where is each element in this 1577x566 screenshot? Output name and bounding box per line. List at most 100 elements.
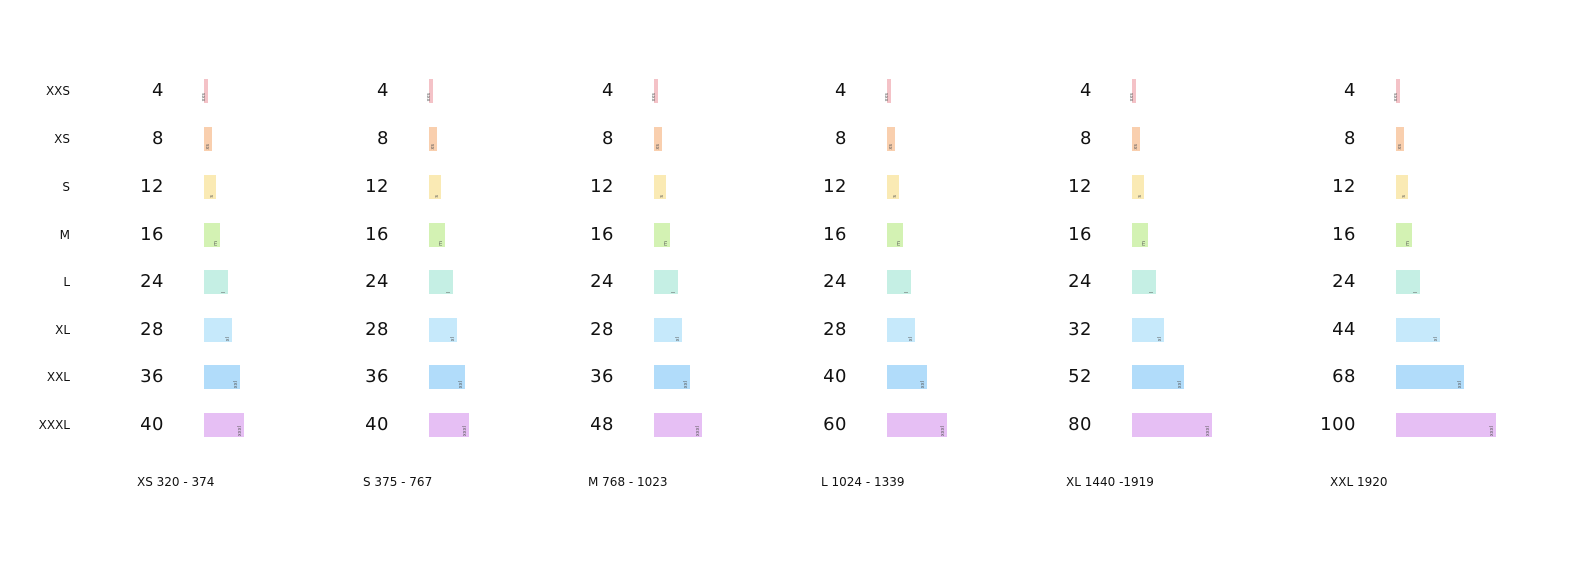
value-label: 8 — [602, 128, 614, 149]
value-label: 68 — [1332, 366, 1356, 387]
bar-s: s — [1396, 175, 1408, 199]
panel-caption: XXL 1920 — [1330, 475, 1388, 489]
value-label: 24 — [823, 271, 847, 292]
value-label: 32 — [1068, 319, 1092, 340]
bar-l: l — [1396, 270, 1420, 294]
value-label: 4 — [152, 80, 164, 101]
value-label: 16 — [1332, 224, 1356, 245]
panel-2: 4 xxs 8 xs 12 s 16 m 24 l 28 xl 36 xxl 40 xxxl S 375 - 7… — [305, 0, 545, 566]
value-label: 36 — [140, 366, 164, 387]
bar-xs: xs — [1396, 127, 1404, 151]
bar-tag: m — [213, 241, 219, 246]
bar-xl: xl — [429, 318, 457, 342]
bar-tag: xxs — [1393, 93, 1399, 102]
bar-l: l — [204, 270, 228, 294]
bar-tag: xxl — [1177, 380, 1183, 388]
bar-tag: xs — [430, 144, 436, 150]
bar-tag: xs — [888, 144, 894, 150]
value-label: 8 — [835, 128, 847, 149]
bar-tag: xl — [1433, 336, 1439, 341]
value-label: 8 — [1344, 128, 1356, 149]
panel-caption: XL 1440 -1919 — [1066, 475, 1154, 489]
value-label: 4 — [1344, 80, 1356, 101]
value-label: 4 — [377, 80, 389, 101]
panel-5: 4 xxs 8 xs 12 s 16 m 24 l 32 xl 52 xxl 80 xxxl XL 1440 -… — [1008, 0, 1248, 566]
bar-m: m — [429, 223, 445, 247]
bar-tag: m — [1405, 241, 1411, 246]
bar-s: s — [1132, 175, 1144, 199]
value-label: 16 — [823, 224, 847, 245]
bar-tag: l — [671, 291, 677, 293]
panel-3: 4 xxs 8 xs 12 s 16 m 24 l 28 xl 36 xxl 48 xxxl M 768 - 1… — [530, 0, 770, 566]
bar-tag: xl — [1157, 336, 1163, 341]
value-label: 12 — [823, 176, 847, 197]
value-label: 12 — [140, 176, 164, 197]
bar-tag: xxs — [426, 93, 432, 102]
bar-tag: xxl — [458, 380, 464, 388]
bar-xxs: xxs — [1129, 79, 1136, 103]
bar-xs: xs — [654, 127, 662, 151]
value-label: 44 — [1332, 319, 1356, 340]
value-label: 48 — [590, 414, 614, 435]
value-label: 24 — [365, 271, 389, 292]
bar-l: l — [429, 270, 453, 294]
row-label-xxs: XXS — [45, 84, 70, 98]
bar-xl: xl — [654, 318, 682, 342]
value-label: 24 — [590, 271, 614, 292]
value-label: 16 — [1068, 224, 1092, 245]
bar-tag: xs — [655, 144, 661, 150]
bar-xxl: xxl — [887, 365, 927, 389]
value-label: 24 — [140, 271, 164, 292]
bar-s: s — [429, 175, 441, 199]
row-label-xl: XL — [55, 323, 70, 337]
value-label: 36 — [590, 366, 614, 387]
bar-xxl: xxl — [204, 365, 240, 389]
value-label: 4 — [602, 80, 614, 101]
value-label: 8 — [1080, 128, 1092, 149]
bar-tag: l — [221, 291, 227, 293]
bar-tag: xxl — [233, 380, 239, 388]
bar-tag: s — [434, 195, 440, 198]
bar-xxl: xxl — [1132, 365, 1184, 389]
value-label: 40 — [365, 414, 389, 435]
bar-tag: l — [904, 291, 910, 293]
bar-xs: xs — [1132, 127, 1140, 151]
bar-tag: xxxl — [1489, 425, 1495, 436]
value-label: 80 — [1068, 414, 1092, 435]
value-label: 16 — [365, 224, 389, 245]
value-label: 8 — [377, 128, 389, 149]
bar-tag: s — [1401, 195, 1407, 198]
panel-caption: S 375 - 767 — [363, 475, 433, 489]
bar-xxxl: xxxl — [887, 413, 947, 437]
bar-tag: xxl — [1457, 380, 1463, 388]
bar-tag: xxxl — [237, 425, 243, 436]
value-label: 8 — [152, 128, 164, 149]
bar-xl: xl — [1396, 318, 1440, 342]
bar-s: s — [887, 175, 899, 199]
bar-tag: m — [896, 241, 902, 246]
bar-tag: xl — [225, 336, 231, 341]
value-label: 28 — [140, 319, 164, 340]
value-label: 52 — [1068, 366, 1092, 387]
panel-1: 4 xxs 8 xs 12 s 16 m 24 l 28 xl 36 xxl 40 xxxl XS 320 - … — [80, 0, 320, 566]
bar-tag: xl — [450, 336, 456, 341]
bar-xxxl: xxxl — [204, 413, 244, 437]
bar-m: m — [204, 223, 220, 247]
panel-caption: L 1024 - 1339 — [821, 475, 905, 489]
bar-tag: s — [892, 195, 898, 198]
bar-xxs: xxs — [884, 79, 891, 103]
bar-tag: xxl — [683, 380, 689, 388]
bar-tag: s — [1137, 195, 1143, 198]
bar-tag: l — [446, 291, 452, 293]
value-label: 12 — [1332, 176, 1356, 197]
bar-s: s — [204, 175, 216, 199]
panel-caption: M 768 - 1023 — [588, 475, 668, 489]
value-label: 28 — [365, 319, 389, 340]
bar-xxl: xxl — [1396, 365, 1464, 389]
bar-l: l — [654, 270, 678, 294]
panel-6: 4 xxs 8 xs 12 s 16 m 24 l 44 xl 68 xxl 100 xxxl XXL 1920 — [1272, 0, 1512, 566]
bar-tag: xs — [1133, 144, 1139, 150]
bar-xxl: xxl — [654, 365, 690, 389]
value-label: 4 — [835, 80, 847, 101]
